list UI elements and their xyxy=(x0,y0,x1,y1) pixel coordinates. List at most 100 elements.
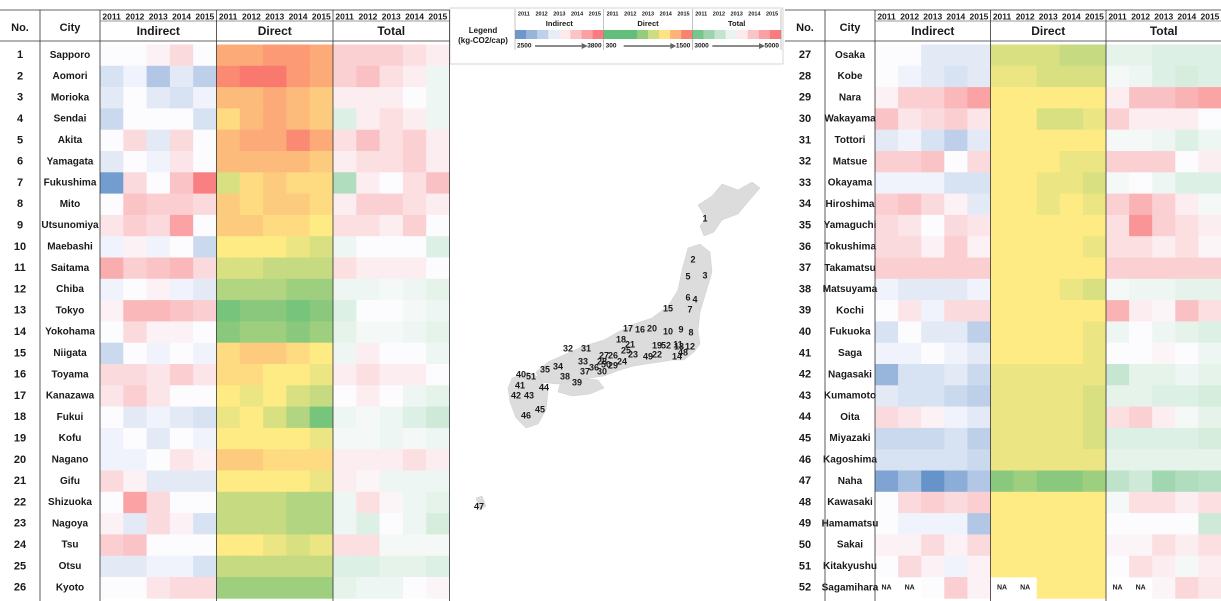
heat-cell xyxy=(169,406,194,429)
heat-cell xyxy=(921,364,945,386)
city-name: Hamamatsu xyxy=(822,518,879,529)
map-label: 7 xyxy=(687,304,692,314)
heat-cell xyxy=(309,513,334,535)
heat-cell xyxy=(333,385,357,407)
heat-cell xyxy=(333,214,357,237)
heat-cell xyxy=(402,257,427,280)
heat-cell xyxy=(1013,44,1038,67)
heat-cell xyxy=(875,513,899,535)
heat-cell xyxy=(1013,555,1038,578)
heat-cell xyxy=(309,193,334,216)
heat-cell xyxy=(898,449,922,471)
heat-cell xyxy=(944,321,968,344)
heat-cell xyxy=(286,129,311,152)
heat-cell xyxy=(193,385,217,407)
heat-cell xyxy=(1129,364,1153,386)
heat-cell xyxy=(356,214,380,237)
heat-cell xyxy=(1082,65,1107,88)
map-label: 8 xyxy=(688,327,693,337)
map-label: 48 xyxy=(678,347,688,357)
city-no: 45 xyxy=(799,432,811,444)
heat-cell xyxy=(898,151,922,173)
heat-cell xyxy=(875,44,899,67)
heat-cell xyxy=(967,342,991,365)
heat-cell xyxy=(193,151,217,173)
map-label: 9 xyxy=(678,324,683,334)
heat-cell xyxy=(333,236,357,258)
heat-cell xyxy=(426,449,450,471)
heat-cell xyxy=(1152,470,1176,493)
city-no: 17 xyxy=(14,390,26,402)
heat-cell xyxy=(1152,427,1176,450)
heat-cell xyxy=(239,87,264,109)
heat-cell xyxy=(1036,534,1061,557)
heat-cell xyxy=(1013,87,1038,109)
heat-cell xyxy=(239,427,264,450)
heat-cell xyxy=(1059,214,1084,237)
heat-cell xyxy=(402,513,427,535)
heat-cell xyxy=(921,257,945,280)
legend-swatch xyxy=(703,30,715,39)
year-header: 2014 xyxy=(1177,11,1196,21)
heat-cell xyxy=(1152,129,1176,152)
heat-cell xyxy=(990,427,1014,450)
map-label: 12 xyxy=(685,341,695,351)
heat-cell xyxy=(944,577,968,599)
heat-cell xyxy=(967,65,991,88)
japan-map xyxy=(475,181,761,511)
heat-cell xyxy=(216,364,241,386)
heat-cell xyxy=(921,449,945,471)
map-label: 17 xyxy=(623,323,633,333)
map-label: 16 xyxy=(635,324,645,334)
legend-swatch xyxy=(747,30,760,39)
heat-cell xyxy=(1198,364,1221,386)
heat-cell xyxy=(944,108,968,131)
heat-cell xyxy=(100,44,124,67)
heat-cell xyxy=(875,129,899,152)
year-header: 2015 xyxy=(312,11,331,21)
heat-cell xyxy=(216,172,241,194)
heat-cell xyxy=(309,555,334,578)
heat-cell xyxy=(309,534,334,557)
heat-cell xyxy=(309,577,334,599)
city-no: 52 xyxy=(799,582,811,594)
heat-cell xyxy=(426,534,450,557)
heat-cell xyxy=(426,364,450,386)
heat-cell xyxy=(1129,555,1153,578)
city-no: 14 xyxy=(14,326,27,338)
heat-cell xyxy=(967,87,991,109)
heat-cell xyxy=(1082,236,1107,258)
heat-cell xyxy=(333,577,357,599)
city-no: 35 xyxy=(799,219,811,231)
year-header: 2012 xyxy=(1016,11,1035,21)
heat-cell xyxy=(967,193,991,216)
heat-cell xyxy=(1013,513,1038,535)
heat-cell xyxy=(286,151,311,173)
map-label: 42 xyxy=(511,390,521,400)
heat-cell xyxy=(1198,470,1221,493)
heat-cell xyxy=(1059,172,1084,194)
heat-cell xyxy=(263,108,287,131)
heat-cell xyxy=(123,257,147,280)
heat-cell xyxy=(309,236,334,258)
heat-cell xyxy=(944,491,968,514)
heat-cell xyxy=(239,321,264,344)
heat-cell xyxy=(239,406,264,429)
heat-cell xyxy=(379,108,404,131)
heat-cell xyxy=(944,470,968,493)
legend-swatch xyxy=(636,30,649,39)
map-label: 32 xyxy=(563,343,573,353)
heat-cell xyxy=(1013,172,1038,194)
heat-cell xyxy=(875,364,899,386)
legend-max: 3800 xyxy=(587,43,602,50)
heat-cell xyxy=(875,300,899,322)
na-label: NA xyxy=(905,584,915,591)
heat-cell xyxy=(898,108,922,131)
city-name: Kumamoto xyxy=(824,391,876,402)
heat-cell xyxy=(333,257,357,280)
heat-cell xyxy=(944,300,968,322)
heat-cell xyxy=(146,236,171,258)
map-label: 38 xyxy=(560,371,570,381)
heat-cell xyxy=(379,427,404,450)
heat-cell xyxy=(333,129,357,152)
